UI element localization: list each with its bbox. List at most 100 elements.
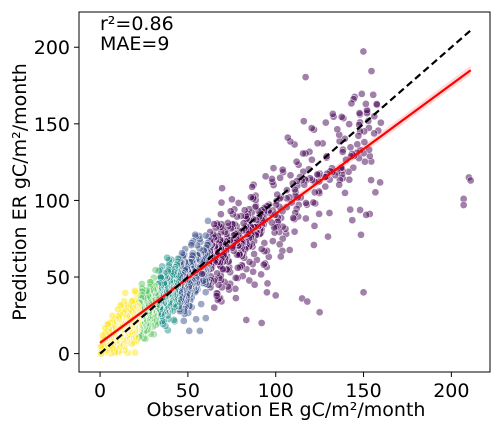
data-point bbox=[231, 274, 240, 282]
data-point bbox=[371, 188, 380, 197]
data-point bbox=[276, 252, 285, 261]
data-point bbox=[131, 348, 139, 357]
data-point bbox=[361, 157, 369, 166]
data-point bbox=[347, 99, 356, 108]
data-point bbox=[286, 171, 295, 180]
y-tick-label: 150 bbox=[34, 114, 70, 136]
data-point bbox=[357, 90, 366, 98]
data-point bbox=[268, 175, 276, 183]
data-point bbox=[163, 253, 172, 262]
data-point bbox=[370, 129, 378, 138]
data-point bbox=[263, 279, 272, 288]
x-axis-label: Observation ER gC/m²/month bbox=[147, 399, 426, 421]
data-point bbox=[204, 217, 212, 225]
annotation-r2: r²=0.86 bbox=[100, 13, 174, 35]
data-point bbox=[101, 323, 109, 332]
data-point bbox=[179, 317, 188, 325]
outlier-point bbox=[250, 280, 259, 289]
x-tick-label: 150 bbox=[345, 380, 381, 402]
data-point bbox=[269, 164, 278, 172]
data-point bbox=[321, 118, 330, 127]
y-tick-label: 100 bbox=[34, 190, 70, 212]
data-point bbox=[245, 258, 254, 266]
data-point bbox=[114, 305, 122, 314]
data-point bbox=[354, 131, 363, 140]
y-tick-label: 0 bbox=[58, 344, 70, 366]
data-point bbox=[290, 227, 299, 236]
data-point bbox=[372, 100, 381, 108]
data-point bbox=[363, 106, 371, 115]
data-point bbox=[310, 222, 319, 230]
data-point bbox=[257, 270, 265, 279]
data-point bbox=[338, 148, 347, 156]
scatter-points bbox=[97, 47, 475, 358]
data-point bbox=[307, 124, 316, 132]
data-point bbox=[345, 120, 354, 128]
data-point bbox=[325, 209, 334, 217]
data-point bbox=[248, 183, 257, 191]
x-tick-label: 100 bbox=[258, 380, 294, 402]
data-point bbox=[377, 118, 385, 127]
data-point bbox=[335, 180, 344, 189]
data-point bbox=[242, 316, 251, 324]
x-tick-label: 0 bbox=[94, 380, 106, 402]
outlier-point bbox=[257, 319, 266, 327]
data-point bbox=[232, 294, 240, 302]
data-point bbox=[247, 193, 255, 202]
data-point bbox=[131, 287, 139, 295]
data-point bbox=[324, 232, 332, 241]
outlier-point bbox=[219, 265, 227, 274]
data-point bbox=[234, 199, 243, 207]
data-point bbox=[359, 47, 368, 56]
data-point bbox=[302, 214, 310, 223]
data-point bbox=[348, 216, 357, 225]
data-point bbox=[315, 210, 323, 218]
data-point bbox=[299, 149, 307, 158]
data-point bbox=[273, 190, 282, 199]
data-point bbox=[367, 176, 375, 184]
data-point bbox=[98, 331, 107, 340]
data-point bbox=[345, 175, 354, 184]
data-point bbox=[357, 230, 365, 239]
data-point bbox=[245, 276, 254, 285]
y-axis-label: Prediction ER gC/m²/month bbox=[9, 63, 31, 321]
data-point bbox=[275, 240, 284, 249]
data-point bbox=[201, 314, 210, 322]
data-point bbox=[313, 139, 322, 148]
data-point bbox=[276, 174, 284, 182]
data-point bbox=[302, 199, 310, 207]
data-point bbox=[301, 73, 310, 81]
data-point bbox=[346, 205, 355, 214]
data-point bbox=[289, 214, 298, 222]
data-point bbox=[369, 90, 378, 99]
outlier-point bbox=[263, 288, 271, 297]
data-point bbox=[228, 195, 236, 204]
data-point bbox=[299, 117, 308, 126]
data-point bbox=[355, 109, 364, 117]
data-point bbox=[353, 140, 362, 149]
plot-frame bbox=[78, 11, 491, 373]
data-point bbox=[261, 172, 270, 181]
data-point bbox=[268, 237, 277, 245]
data-point bbox=[310, 188, 319, 197]
data-point bbox=[138, 280, 146, 288]
axis-ticks: 0 50 100 150 200 0 50 100 150 200 bbox=[34, 37, 470, 402]
outlier-point bbox=[466, 176, 475, 185]
outlier-point bbox=[271, 291, 280, 300]
outlier-point bbox=[459, 201, 468, 209]
data-point bbox=[217, 198, 226, 207]
data-point bbox=[249, 267, 257, 276]
data-point bbox=[333, 125, 342, 134]
x-tick-label: 200 bbox=[433, 380, 469, 402]
data-point bbox=[201, 288, 210, 297]
fit-lines bbox=[99, 29, 472, 355]
data-point bbox=[292, 157, 301, 166]
data-point bbox=[151, 266, 160, 274]
identity-line bbox=[99, 29, 472, 355]
data-point bbox=[108, 311, 117, 320]
data-point bbox=[250, 250, 258, 258]
data-point bbox=[212, 291, 221, 300]
data-point bbox=[185, 327, 194, 335]
data-point bbox=[337, 113, 346, 121]
